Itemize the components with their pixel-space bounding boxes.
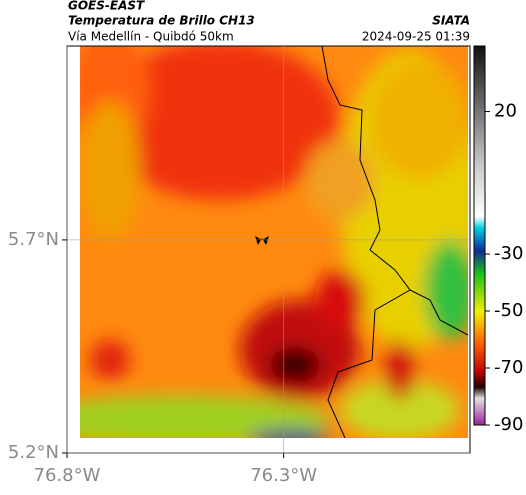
source: SIATA bbox=[432, 14, 470, 28]
datetime: 2024-09-25 01:39 bbox=[362, 30, 470, 44]
colorbar-tick-label: -70 bbox=[494, 357, 523, 378]
colorbar-tick-label: -90 bbox=[494, 414, 523, 435]
subtitle: Temperatura de Brillo CH13 bbox=[68, 14, 255, 28]
colorbar-tick-label: -50 bbox=[494, 300, 523, 321]
title: GOES-EAST bbox=[68, 0, 145, 13]
colorbar-tick-label: 20 bbox=[494, 101, 517, 122]
x-tick-label: 76.8°W bbox=[34, 465, 101, 486]
colorbar bbox=[473, 45, 486, 426]
colorbar-tick-label: -30 bbox=[494, 243, 523, 264]
brightness-field bbox=[80, 46, 468, 438]
x-tick-label: 76.3°W bbox=[250, 465, 317, 486]
location: Vía Medellín - Quibdó 50km bbox=[68, 30, 234, 44]
y-tick-label: 5.7°N bbox=[8, 229, 59, 250]
y-tick-label: 5.2°N bbox=[8, 442, 59, 463]
